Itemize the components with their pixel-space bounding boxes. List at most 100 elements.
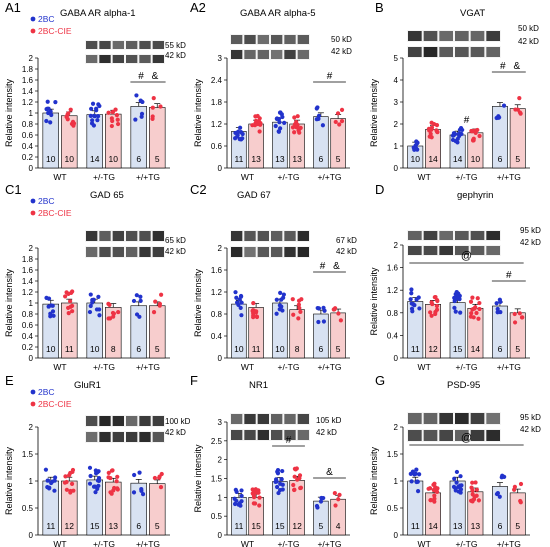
data-point xyxy=(470,488,475,493)
y-tick-label: 1.6 xyxy=(22,76,34,85)
n-label: 13 xyxy=(275,154,285,164)
y-tick-label: 1.4 xyxy=(22,277,34,286)
data-point xyxy=(134,93,139,98)
y-tick-label: 2 xyxy=(218,244,223,253)
data-point xyxy=(68,304,73,309)
data-point xyxy=(296,316,301,321)
data-point xyxy=(321,319,327,324)
n-label: 8 xyxy=(111,344,116,354)
data-point xyxy=(277,110,283,115)
data-point xyxy=(131,298,137,304)
data-point xyxy=(293,467,298,472)
blot-label: 42 kD xyxy=(520,238,541,247)
data-point xyxy=(238,293,244,299)
panel-letter: D xyxy=(375,182,384,197)
data-point xyxy=(321,495,326,501)
data-point xyxy=(111,314,116,319)
data-point xyxy=(68,299,73,304)
data-point xyxy=(238,125,243,130)
data-point xyxy=(452,305,457,310)
data-point xyxy=(494,301,499,306)
data-point xyxy=(295,114,300,119)
significance-mark: # xyxy=(327,71,333,82)
data-point xyxy=(297,130,302,135)
data-point xyxy=(298,125,303,130)
data-point xyxy=(331,307,336,312)
data-point xyxy=(432,493,437,498)
data-point xyxy=(475,296,480,301)
data-point xyxy=(336,311,341,316)
y-tick-label: 0.4 xyxy=(22,142,34,151)
data-point xyxy=(410,469,416,474)
data-point xyxy=(474,487,479,492)
data-point xyxy=(110,118,115,124)
data-point xyxy=(431,482,436,487)
x-tick-label: +/+TG xyxy=(317,362,341,372)
data-point xyxy=(97,313,102,318)
panel-title: GAD 67 xyxy=(237,190,271,201)
data-point xyxy=(68,107,73,112)
y-tick-label: 1 xyxy=(394,477,399,486)
data-point xyxy=(409,291,414,296)
blot-label: 42 kD xyxy=(165,247,186,256)
data-point xyxy=(252,490,257,495)
data-point xyxy=(414,479,419,485)
y-tick-label: 0 xyxy=(394,354,399,363)
data-point xyxy=(476,316,481,321)
blot-label: 105 kD xyxy=(316,416,342,425)
n-label: 6 xyxy=(498,344,503,354)
data-point xyxy=(431,487,436,493)
n-label: 12 xyxy=(428,344,438,354)
panel-title: GAD 65 xyxy=(90,190,124,201)
data-point xyxy=(280,308,285,313)
panel-title: GABA AR alpha-1 xyxy=(60,8,136,19)
data-point xyxy=(428,131,433,136)
data-point xyxy=(132,472,137,478)
data-point xyxy=(250,123,255,128)
data-point xyxy=(112,485,117,491)
data-point xyxy=(240,131,245,137)
data-point xyxy=(477,306,482,312)
x-tick-label: +/-TG xyxy=(278,539,300,547)
n-label: 13 xyxy=(292,154,302,164)
data-point xyxy=(280,482,285,487)
y-tick-label: 2 xyxy=(394,120,399,129)
data-point xyxy=(88,303,93,309)
data-point xyxy=(139,488,144,493)
panel-g: G PSD-95 95 kD 42 kD 0 0.5 1 1.5 2 Relative inten… xyxy=(369,373,541,547)
data-point xyxy=(110,109,116,115)
data-point xyxy=(233,487,238,492)
y-tick-label: 1.6 xyxy=(22,266,34,275)
data-point xyxy=(499,475,504,480)
x-tick-label: WT xyxy=(418,539,431,547)
data-point xyxy=(109,491,114,496)
data-point xyxy=(236,302,241,307)
data-point xyxy=(517,311,522,316)
data-point xyxy=(316,319,321,325)
panel-title: GABA AR alpha-5 xyxy=(240,8,316,19)
y-axis-label: Relative intensity xyxy=(193,78,203,147)
data-point xyxy=(239,488,244,493)
panel-letter: A2 xyxy=(190,0,206,15)
n-label: 8 xyxy=(295,344,300,354)
y-tick-label: 0.8 xyxy=(211,310,223,319)
data-point xyxy=(45,478,50,483)
data-point xyxy=(238,503,243,508)
data-point xyxy=(413,143,418,148)
blot-label: 65 kD xyxy=(165,236,186,245)
blot-label: 42 kD xyxy=(165,428,186,437)
data-point xyxy=(314,106,319,111)
data-point xyxy=(94,106,99,111)
data-point xyxy=(90,101,96,106)
data-point xyxy=(69,481,75,486)
data-point xyxy=(115,117,120,122)
n-label: 10 xyxy=(46,344,56,354)
data-point xyxy=(518,500,523,505)
data-point xyxy=(409,287,414,292)
n-label: 11 xyxy=(252,344,261,354)
data-point xyxy=(412,147,417,152)
data-point xyxy=(428,310,433,315)
n-label: 5 xyxy=(319,521,324,531)
blot-label: 55 kD xyxy=(165,41,186,50)
